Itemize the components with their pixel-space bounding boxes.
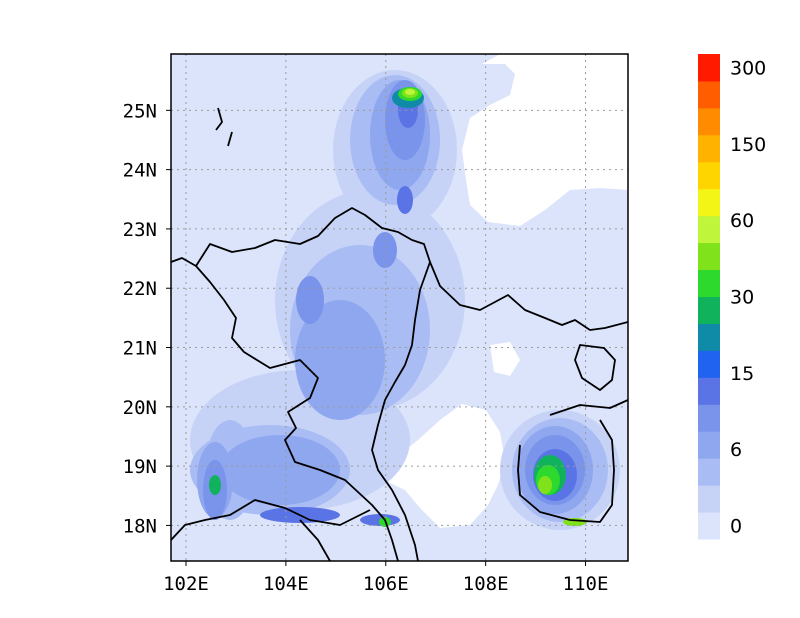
field-contour — [295, 300, 385, 420]
precipitation-field — [171, 54, 628, 561]
y-tick-label: 25N — [123, 100, 157, 122]
colorbar-swatch — [698, 512, 720, 540]
map-frame — [170, 53, 629, 562]
colorbar-swatch — [698, 107, 720, 136]
map-area — [171, 54, 628, 561]
y-tick-label: 18N — [123, 515, 157, 537]
colorbar-swatch — [698, 54, 720, 82]
colorbar-swatch — [698, 458, 720, 486]
x-tick-label: 102E — [163, 573, 209, 595]
y-tick-label: 24N — [123, 160, 157, 182]
field-contour — [397, 186, 413, 214]
boundary-line — [171, 207, 628, 331]
boundary-line — [371, 261, 431, 561]
boundary-line — [215, 107, 233, 147]
colorbar: 0 6 15 30 60 150 300 — [698, 54, 766, 540]
x-tick-label: 108E — [463, 573, 509, 595]
colorbar-swatch — [698, 350, 720, 378]
colorbar-swatch — [698, 269, 720, 297]
x-tick-label: 104E — [263, 573, 309, 595]
field-contour — [405, 89, 415, 95]
x-tick-label: 110E — [563, 573, 609, 595]
colorbar-swatch — [698, 296, 720, 324]
boundary-line — [195, 265, 399, 561]
field-dry-area — [490, 342, 520, 376]
colorbar-swatch — [698, 242, 720, 271]
boundary-line — [574, 344, 616, 391]
colorbar-swatch — [698, 134, 720, 163]
colorbar-label: 150 — [730, 134, 766, 156]
colorbar-swatch — [698, 161, 720, 190]
colorbar-swatch — [698, 188, 720, 217]
field-contour — [209, 475, 221, 495]
colorbar-label: 6 — [730, 439, 742, 461]
boundaries — [171, 107, 628, 561]
field-contour — [220, 435, 340, 505]
colorbar-swatch — [698, 323, 720, 351]
colorbar-swatch — [698, 80, 720, 109]
colorbar-label: 0 — [730, 516, 742, 538]
colorbar-label: 300 — [730, 57, 766, 79]
field-dry-area — [372, 404, 505, 528]
colorbar-label: 60 — [730, 210, 754, 232]
x-tick-label: 106E — [363, 573, 409, 595]
colorbar-label: 30 — [730, 287, 754, 309]
boundary-line — [517, 399, 628, 523]
field-contour — [296, 276, 324, 324]
field-dry-area — [462, 54, 628, 226]
y-tick-label: 20N — [123, 397, 157, 419]
boundary-line — [299, 519, 331, 561]
field-contour — [373, 232, 397, 268]
colorbar-swatch — [698, 377, 720, 405]
y-tick-label: 19N — [123, 456, 157, 478]
y-tick-label: 23N — [123, 219, 157, 241]
colorbar-swatch — [698, 404, 720, 432]
colorbar-swatch — [698, 215, 720, 244]
y-tick-label: 22N — [123, 278, 157, 300]
y-axis: 18N 19N 20N 21N 22N 23N 24N 25N — [123, 100, 171, 537]
colorbar-swatch — [698, 431, 720, 459]
field-contour — [538, 476, 552, 494]
colorbar-label: 15 — [730, 363, 754, 385]
boundary-line — [171, 499, 371, 541]
colorbar-swatch — [698, 485, 720, 513]
y-tick-label: 21N — [123, 338, 157, 360]
x-axis: 102E 104E 106E 108E 110E — [163, 561, 608, 595]
